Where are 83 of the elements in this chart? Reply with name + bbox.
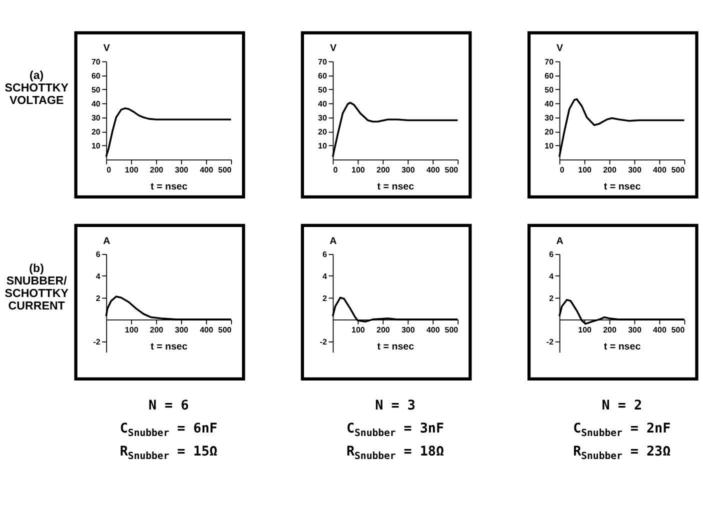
x-tick-label: 500: [218, 325, 232, 334]
x-tick-label: 200: [603, 165, 617, 174]
x-tick-label: 100: [124, 325, 139, 334]
y-axis-title: V: [556, 43, 564, 54]
x-tick-label: 100: [352, 325, 366, 334]
x-tick-label: 400: [426, 165, 440, 174]
y-tick-label: 70: [91, 57, 101, 66]
y-tick-label: 60: [544, 71, 554, 80]
x-tick-label: 300: [401, 325, 416, 334]
y-tick-label: 20: [544, 128, 554, 137]
y-tick-label: 70: [544, 57, 554, 66]
x-tick-label: 400: [200, 165, 214, 174]
x-tick-label: 0: [560, 165, 565, 174]
x-tick-label: 500: [671, 325, 686, 334]
x-tick-label: 400: [653, 325, 667, 334]
y-tick-label: 40: [318, 100, 328, 109]
y-tick-label: 20: [91, 128, 101, 137]
text: N = 3: [375, 398, 416, 414]
x-axis-title: t = nsec: [377, 341, 415, 352]
x-tick-label: 0: [333, 165, 338, 174]
x-tick-label: 400: [426, 325, 440, 334]
y-tick-label: 4: [96, 272, 101, 281]
x-tick-label: 0: [106, 165, 112, 174]
x-axis-title: t = nsec: [150, 181, 188, 192]
y-tick-label: 10: [544, 142, 554, 151]
y-tick-label: 30: [318, 114, 328, 123]
y-tick-label: 6: [96, 250, 101, 260]
text: N = 2: [602, 398, 642, 414]
y-axis-title: A: [556, 236, 564, 247]
y-tick-label: 50: [318, 85, 328, 94]
y-tick-label: 4: [322, 272, 328, 281]
x-axis-title: t = nsec: [377, 181, 415, 192]
x-tick-label: 300: [628, 325, 642, 334]
x-tick-label: 200: [603, 325, 617, 334]
y-tick-label: -2: [93, 337, 101, 346]
y-tick-label: 2: [322, 294, 328, 303]
y-tick-label: 60: [91, 71, 101, 80]
y-tick-label: 60: [318, 71, 328, 80]
y-axis-title: V: [103, 43, 110, 54]
y-tick-label: 50: [91, 85, 101, 94]
y-axis-title: V: [330, 43, 337, 54]
x-tick-label: 100: [578, 165, 592, 174]
y-tick-label: -2: [320, 337, 328, 346]
x-tick-label: 300: [401, 165, 416, 174]
x-tick-label: 400: [200, 325, 214, 334]
y-tick-label: 30: [544, 114, 554, 123]
y-tick-label: 10: [318, 142, 328, 151]
y-tick-label: 50: [544, 85, 554, 94]
y-tick-label: 6: [322, 250, 328, 260]
x-tick-label: 500: [444, 165, 459, 174]
y-axis-title: A: [330, 236, 337, 247]
y-tick-label: 6: [549, 250, 554, 260]
x-axis-title: t = nsec: [150, 341, 188, 352]
x-axis-title: t = nsec: [604, 181, 642, 192]
x-tick-label: 100: [578, 325, 592, 334]
y-axis-title: A: [103, 236, 110, 247]
y-tick-label: 20: [318, 128, 328, 137]
text: (a) SCHOTTKY VOLTAGE: [4, 70, 69, 108]
y-tick-label: 4: [549, 272, 554, 281]
x-axis-title: t = nsec: [604, 341, 642, 352]
y-tick-label: -2: [546, 337, 554, 346]
y-tick-label: 40: [91, 100, 101, 109]
y-tick-label: 2: [549, 294, 554, 303]
x-tick-label: 500: [671, 165, 686, 174]
text: (b) SNUBBER/ SCHOTTKY CURRENT: [4, 262, 69, 312]
y-tick-label: 2: [96, 294, 101, 303]
x-tick-label: 300: [174, 165, 189, 174]
text: N = 6: [148, 398, 189, 414]
x-tick-label: 500: [444, 325, 459, 334]
x-tick-label: 100: [124, 165, 139, 174]
x-tick-label: 200: [150, 325, 164, 334]
x-tick-label: 300: [174, 325, 189, 334]
x-tick-label: 500: [218, 165, 232, 174]
x-tick-label: 200: [376, 165, 390, 174]
x-tick-label: 300: [628, 165, 642, 174]
y-tick-label: 10: [91, 142, 101, 151]
x-tick-label: 100: [352, 165, 366, 174]
y-tick-label: 30: [91, 114, 101, 123]
y-tick-label: 70: [318, 57, 328, 66]
x-tick-label: 400: [653, 165, 667, 174]
x-tick-label: 200: [150, 165, 164, 174]
x-tick-label: 200: [376, 325, 390, 334]
y-tick-label: 40: [544, 100, 554, 109]
